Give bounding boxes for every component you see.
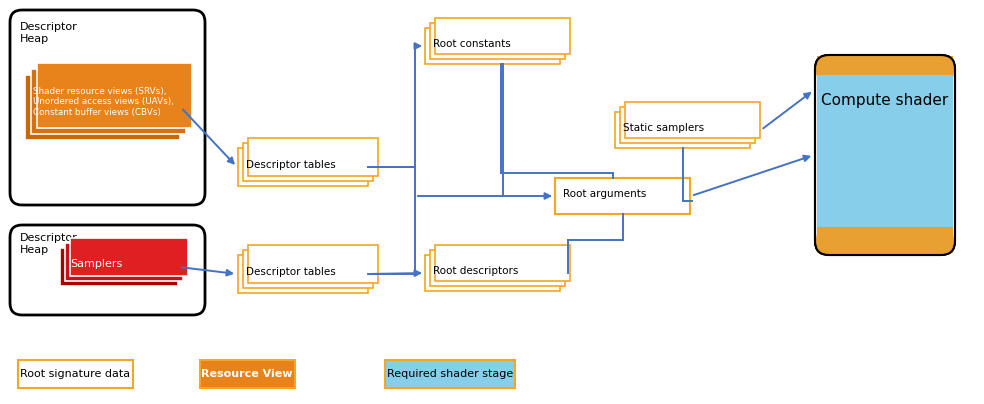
FancyBboxPatch shape (435, 245, 570, 281)
FancyBboxPatch shape (70, 238, 188, 276)
Text: Static samplers: Static samplers (623, 123, 705, 133)
FancyBboxPatch shape (200, 360, 295, 388)
FancyBboxPatch shape (248, 245, 378, 283)
FancyBboxPatch shape (817, 56, 953, 76)
Text: Compute shader: Compute shader (822, 93, 949, 108)
FancyBboxPatch shape (620, 107, 755, 143)
Text: Required shader stage: Required shader stage (387, 369, 513, 379)
FancyBboxPatch shape (10, 225, 205, 315)
Text: Descriptor tables: Descriptor tables (246, 267, 336, 277)
FancyBboxPatch shape (60, 248, 178, 286)
FancyBboxPatch shape (816, 227, 954, 254)
FancyBboxPatch shape (248, 138, 378, 176)
FancyBboxPatch shape (18, 360, 133, 388)
FancyBboxPatch shape (435, 18, 570, 54)
FancyBboxPatch shape (238, 255, 368, 293)
FancyBboxPatch shape (817, 75, 953, 233)
Text: Root constants: Root constants (433, 39, 511, 49)
FancyBboxPatch shape (425, 28, 560, 64)
Text: Resource View: Resource View (202, 369, 293, 379)
Text: Root signature data: Root signature data (20, 369, 130, 379)
Text: Root descriptors: Root descriptors (433, 266, 519, 276)
FancyBboxPatch shape (238, 148, 368, 186)
FancyBboxPatch shape (37, 63, 192, 128)
FancyBboxPatch shape (817, 233, 953, 253)
Text: Descriptor
Heap: Descriptor Heap (20, 22, 78, 44)
FancyBboxPatch shape (25, 75, 180, 140)
FancyBboxPatch shape (615, 112, 750, 148)
FancyBboxPatch shape (817, 69, 953, 85)
FancyBboxPatch shape (425, 255, 560, 291)
FancyBboxPatch shape (10, 10, 205, 205)
Text: Samplers: Samplers (70, 259, 122, 269)
FancyBboxPatch shape (243, 143, 373, 181)
FancyBboxPatch shape (243, 250, 373, 288)
FancyBboxPatch shape (555, 178, 690, 214)
FancyBboxPatch shape (817, 227, 953, 235)
Text: Root arguments: Root arguments (563, 189, 646, 199)
FancyBboxPatch shape (430, 23, 565, 59)
FancyBboxPatch shape (31, 69, 186, 134)
FancyBboxPatch shape (430, 250, 565, 286)
FancyBboxPatch shape (65, 243, 183, 281)
FancyBboxPatch shape (816, 56, 954, 84)
Text: Descriptor
Heap: Descriptor Heap (20, 233, 78, 255)
FancyBboxPatch shape (815, 55, 955, 255)
Text: Descriptor tables: Descriptor tables (246, 160, 336, 170)
Text: Shader resource views (SRVs),
Unordered access views (UAVs),
Constant buffer vie: Shader resource views (SRVs), Unordered … (33, 87, 174, 117)
FancyBboxPatch shape (625, 102, 760, 138)
FancyBboxPatch shape (385, 360, 515, 388)
